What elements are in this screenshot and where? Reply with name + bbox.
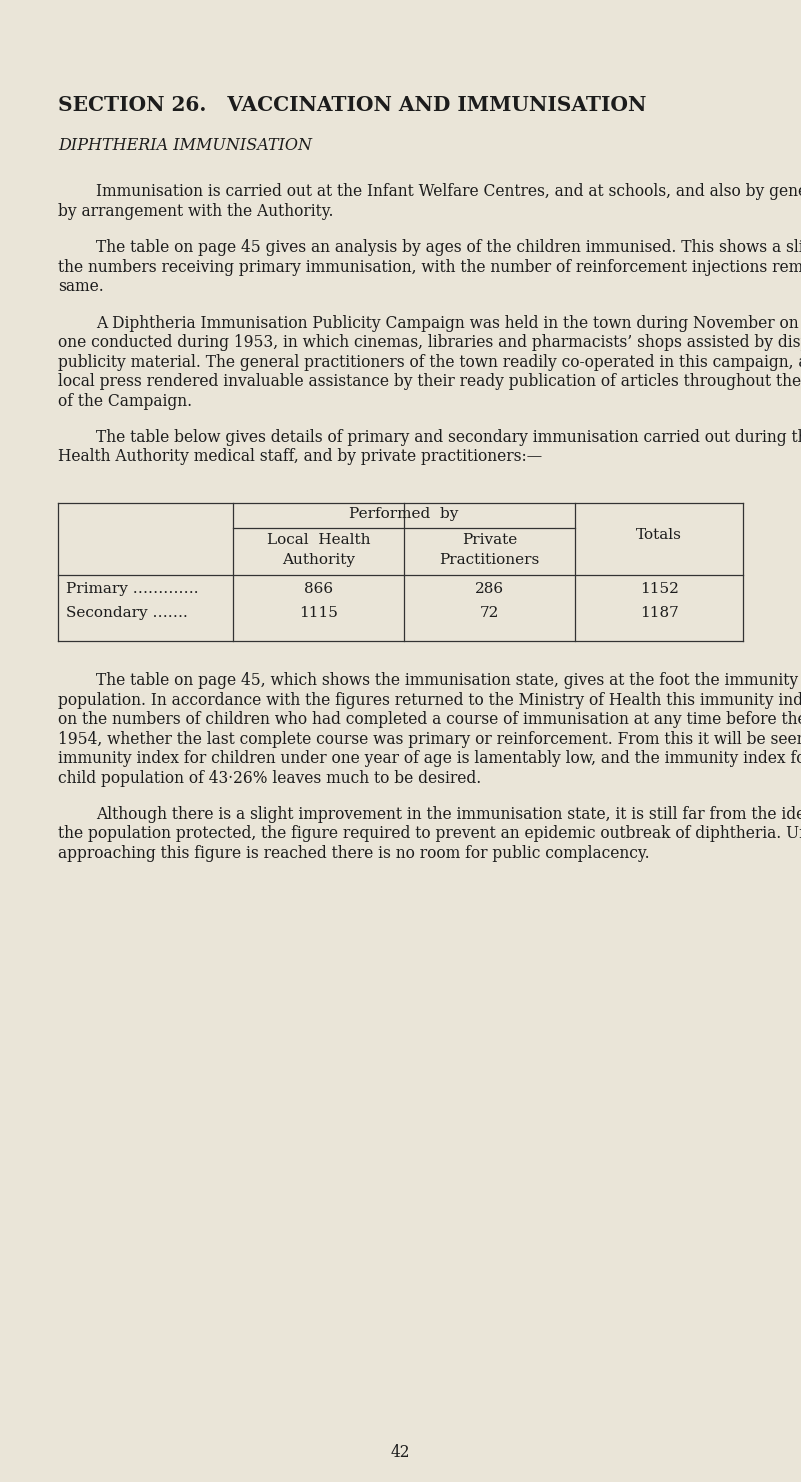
Text: Health Authority medical staff, and by private practitioners:—: Health Authority medical staff, and by p… xyxy=(58,449,542,465)
Text: The table on page 45, which shows the immunisation state, gives at the foot the : The table on page 45, which shows the im… xyxy=(96,673,801,689)
Text: same.: same. xyxy=(58,279,104,295)
Text: DIPHTHERIA IMMUNISATION: DIPHTHERIA IMMUNISATION xyxy=(58,138,312,154)
Text: A Diphtheria Immunisation Publicity Campaign was held in the town during Novembe: A Diphtheria Immunisation Publicity Camp… xyxy=(96,314,801,332)
Text: The table on page 45 gives an analysis by ages of the children immunised. This s: The table on page 45 gives an analysis b… xyxy=(96,239,801,256)
Text: of the Campaign.: of the Campaign. xyxy=(58,393,192,409)
Text: Local  Health: Local Health xyxy=(267,534,370,547)
Text: 1187: 1187 xyxy=(640,606,678,619)
Text: immunity index for children under one year of age is lamentably low, and the imm: immunity index for children under one ye… xyxy=(58,750,801,768)
Text: approaching this figure is reached there is no room for public complacency.: approaching this figure is reached there… xyxy=(58,845,650,863)
Text: 72: 72 xyxy=(480,606,499,619)
Text: by arrangement with the Authority.: by arrangement with the Authority. xyxy=(58,203,333,219)
Text: SECTION 26.   VACCINATION AND IMMUNISATION: SECTION 26. VACCINATION AND IMMUNISATION xyxy=(58,95,646,116)
Text: Although there is a slight improvement in the immunisation state, it is still fa: Although there is a slight improvement i… xyxy=(96,806,801,823)
Text: The table below gives details of primary and secondary immunisation carried out : The table below gives details of primary… xyxy=(96,428,801,446)
Text: 1152: 1152 xyxy=(640,582,678,596)
Text: one conducted during 1953, in which cinemas, libraries and pharmacists’ shops as: one conducted during 1953, in which cine… xyxy=(58,333,801,351)
Text: 42: 42 xyxy=(391,1443,410,1461)
Text: Performed  by: Performed by xyxy=(349,507,459,522)
Text: Practitioners: Practitioners xyxy=(440,553,540,566)
Text: Primary ………….: Primary …………. xyxy=(66,582,199,596)
Text: publicity material. The general practitioners of the town readily co-operated in: publicity material. The general practiti… xyxy=(58,354,801,370)
Text: population. In accordance with the figures returned to the Ministry of Health th: population. In accordance with the figur… xyxy=(58,692,801,708)
Text: child population of 43·26% leaves much to be desired.: child population of 43·26% leaves much t… xyxy=(58,769,481,787)
Text: the population protected, the figure required to prevent an epidemic outbreak of: the population protected, the figure req… xyxy=(58,825,801,842)
Text: on the numbers of children who had completed a course of immunisation at any tim: on the numbers of children who had compl… xyxy=(58,711,801,728)
Text: the numbers receiving primary immunisation, with the number of reinforcement inj: the numbers receiving primary immunisati… xyxy=(58,259,801,276)
Text: 286: 286 xyxy=(475,582,504,596)
Text: Immunisation is carried out at the Infant Welfare Centres, and at schools, and a: Immunisation is carried out at the Infan… xyxy=(96,184,801,200)
Text: Authority: Authority xyxy=(282,553,355,566)
Text: Private: Private xyxy=(462,534,517,547)
Text: 1115: 1115 xyxy=(299,606,338,619)
Text: Totals: Totals xyxy=(636,528,682,542)
Text: local press rendered invaluable assistance by their ready publication of article: local press rendered invaluable assistan… xyxy=(58,373,801,390)
Text: 866: 866 xyxy=(304,582,333,596)
Text: 1954, whether the last complete course was primary or reinforcement. From this i: 1954, whether the last complete course w… xyxy=(58,731,801,747)
Text: Secondary …….: Secondary ……. xyxy=(66,606,187,619)
